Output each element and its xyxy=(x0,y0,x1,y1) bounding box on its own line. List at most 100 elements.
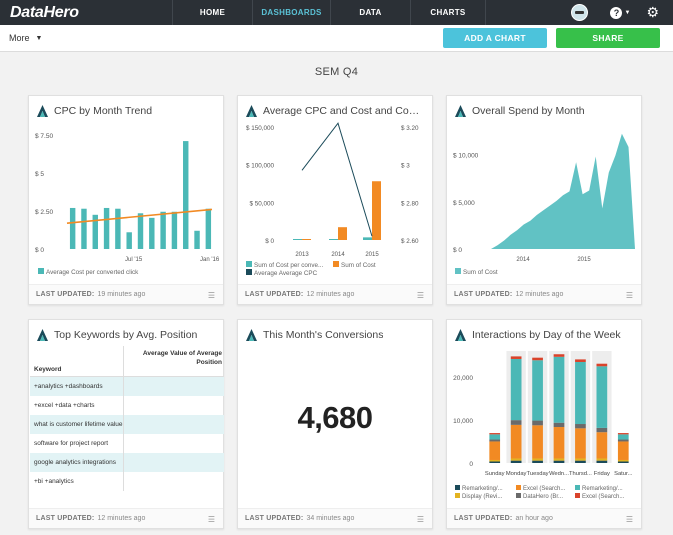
x-tick-label: Monday xyxy=(506,471,527,477)
y-right-tick-label: $ 3.20 xyxy=(401,125,419,132)
x-tick-label: 2014 xyxy=(331,252,345,258)
card-menu-icon[interactable]: ☰ xyxy=(416,515,424,524)
last-updated-value: 34 minutes ago xyxy=(306,515,355,522)
stacked-bar-segment xyxy=(510,358,522,421)
more-dropdown[interactable]: More ▼ xyxy=(9,33,42,43)
last-updated-label: LAST UPDATED: xyxy=(36,515,95,522)
column-header-keyword[interactable]: Keyword xyxy=(30,346,124,376)
legend-swatch xyxy=(455,268,461,274)
keyword-cell: +bi +analytics xyxy=(30,472,124,491)
chart-type-logo-icon xyxy=(37,105,48,117)
last-updated-value: an hour ago xyxy=(515,515,553,522)
bar xyxy=(183,141,189,249)
table-row[interactable]: +analytics +dashboards xyxy=(30,377,224,396)
legend-label: Sum of Cost xyxy=(463,269,498,276)
stacked-bar-segment xyxy=(489,441,501,460)
keyword-cell: what is customer lifetime value xyxy=(30,415,124,434)
legend-swatch xyxy=(516,493,521,498)
keyword-cell: google analytics integrations xyxy=(30,453,124,472)
chevron-down-icon: ▼ xyxy=(35,34,43,42)
y-tick-label: 0 xyxy=(469,461,473,468)
card-menu-icon[interactable]: ☰ xyxy=(207,291,215,300)
y-right-tick-label: $ 2.60 xyxy=(401,238,419,245)
legend-label: Average Average CPC xyxy=(254,270,318,277)
table-body: +analytics +dashboards +excel +data +char… xyxy=(30,377,224,491)
table-row[interactable]: software for project report xyxy=(30,434,224,453)
x-tick-label: Wedn... xyxy=(549,471,569,477)
chart-type-logo-icon xyxy=(455,329,466,341)
stacked-bar-segment xyxy=(596,363,608,367)
y-left-tick-label: $ 50,000 xyxy=(249,200,274,207)
card-menu-icon[interactable]: ☰ xyxy=(416,291,424,300)
y-tick-label: $ 5 xyxy=(35,171,44,178)
x-tick-label: Thursd... xyxy=(569,471,592,477)
user-avatar[interactable] xyxy=(571,4,589,21)
table-row[interactable]: google analytics integrations xyxy=(30,453,224,472)
column-header-avg-position[interactable]: Average Value of Average Position xyxy=(142,350,222,366)
share-button[interactable]: SHARE xyxy=(556,28,660,48)
chart-card-conversions[interactable]: This Month's Conversions 4,680 LAST UPDA… xyxy=(237,319,433,529)
stacked-bar-segment xyxy=(553,422,565,428)
stacked-bar-segment xyxy=(489,433,501,435)
chart-card-cpc-by-month[interactable]: CPC by Month Trend $ 7.50 $ 5 $ 2.50 $ 0 Jul… xyxy=(28,95,224,305)
card-title: This Month's Conversions xyxy=(263,329,384,341)
table-row[interactable]: what is customer lifetime value xyxy=(30,415,224,434)
x-tick-label: 2015 xyxy=(365,252,379,258)
nav-tab-data[interactable]: DATA xyxy=(330,0,410,25)
chart-card-top-keywords[interactable]: Top Keywords by Avg. Position Keyword Av… xyxy=(28,319,224,529)
card-menu-icon[interactable]: ☰ xyxy=(625,291,633,300)
help-icon[interactable]: ? xyxy=(610,6,623,19)
stacked-bar-segment xyxy=(596,458,608,461)
legend-label: Average Cost per converted click xyxy=(46,269,139,276)
card-menu-icon[interactable]: ☰ xyxy=(207,515,215,524)
avg-position-cell xyxy=(124,415,224,434)
last-updated-label: LAST UPDATED: xyxy=(245,515,304,522)
y-right-tick-label: $ 2.80 xyxy=(401,200,419,207)
last-updated-value: 12 minutes ago xyxy=(515,291,564,298)
datahero-logo[interactable]: DataHero xyxy=(10,3,79,21)
stacked-bar-segment xyxy=(617,434,629,440)
x-tick-label: Sunday xyxy=(485,471,505,477)
more-label: More xyxy=(9,33,30,43)
card-title: Overall Spend by Month xyxy=(472,105,585,117)
stacked-bar-segment xyxy=(510,424,522,459)
top-navigation-bar: DataHero HOME DASHBOARDS DATA CHARTS ? ▼… xyxy=(0,0,673,25)
nav-tab-home[interactable]: HOME xyxy=(172,0,252,25)
stacked-bar-segment xyxy=(553,356,565,423)
table-row[interactable]: +excel +data +charts xyxy=(30,396,224,415)
nav-tab-dashboards[interactable]: DASHBOARDS xyxy=(252,0,330,25)
table-row[interactable]: +bi +analytics xyxy=(30,472,224,491)
legend-label: Excel (Search... xyxy=(523,486,566,492)
bar-cost-per-conversion xyxy=(293,239,302,240)
bar-sum-of-cost xyxy=(302,239,311,240)
gear-icon[interactable]: ⚙ xyxy=(646,4,659,20)
add-a-chart-button[interactable]: ADD A CHART xyxy=(443,28,547,48)
stacked-bar-segment xyxy=(575,361,586,425)
stacked-bar-segment xyxy=(532,458,543,461)
stacked-bar-segment xyxy=(532,357,543,361)
chart-card-interactions-by-day[interactable]: Interactions by Day of the Week 20,000 10… xyxy=(446,319,642,529)
stacked-bar-segment xyxy=(617,439,629,442)
y-tick-label: 20,000 xyxy=(453,375,473,382)
nav-tab-charts[interactable]: CHARTS xyxy=(410,0,486,25)
stacked-bar-segment xyxy=(575,428,586,459)
x-tick-label: 2015 xyxy=(577,257,591,263)
card-menu-icon[interactable]: ☰ xyxy=(625,515,633,524)
x-tick-label: 2014 xyxy=(516,257,530,263)
card-footer: LAST UPDATED: an hour ago ☰ xyxy=(447,508,641,528)
bar xyxy=(92,214,98,249)
card-footer: LAST UPDATED: 12 minutes ago ☰ xyxy=(238,284,432,304)
y-right-tick-label: $ 3 xyxy=(401,163,410,170)
legend-swatch xyxy=(455,485,460,490)
bar xyxy=(103,207,110,249)
help-caret-icon[interactable]: ▼ xyxy=(624,9,631,16)
stacked-bar-segment xyxy=(575,460,586,463)
chart-card-overall-spend[interactable]: Overall Spend by Month $ 10,000 $ 5,000 $ … xyxy=(446,95,642,305)
stacked-bar-segment xyxy=(510,458,522,461)
line-average-cpc xyxy=(301,122,373,237)
x-tick-label: 2013 xyxy=(295,252,309,258)
chart-card-average-cpc-and-cost[interactable]: Average CPC and Cost and Cost... $ 150,0… xyxy=(237,95,433,305)
legend-swatch xyxy=(575,493,580,498)
interactions-stacked-bar-chart: 20,000 10,000 0 Sunday Monday Tuesday Wedn... T… xyxy=(453,351,633,500)
dashboard-toolbar: More ▼ ADD A CHART SHARE xyxy=(0,25,673,52)
